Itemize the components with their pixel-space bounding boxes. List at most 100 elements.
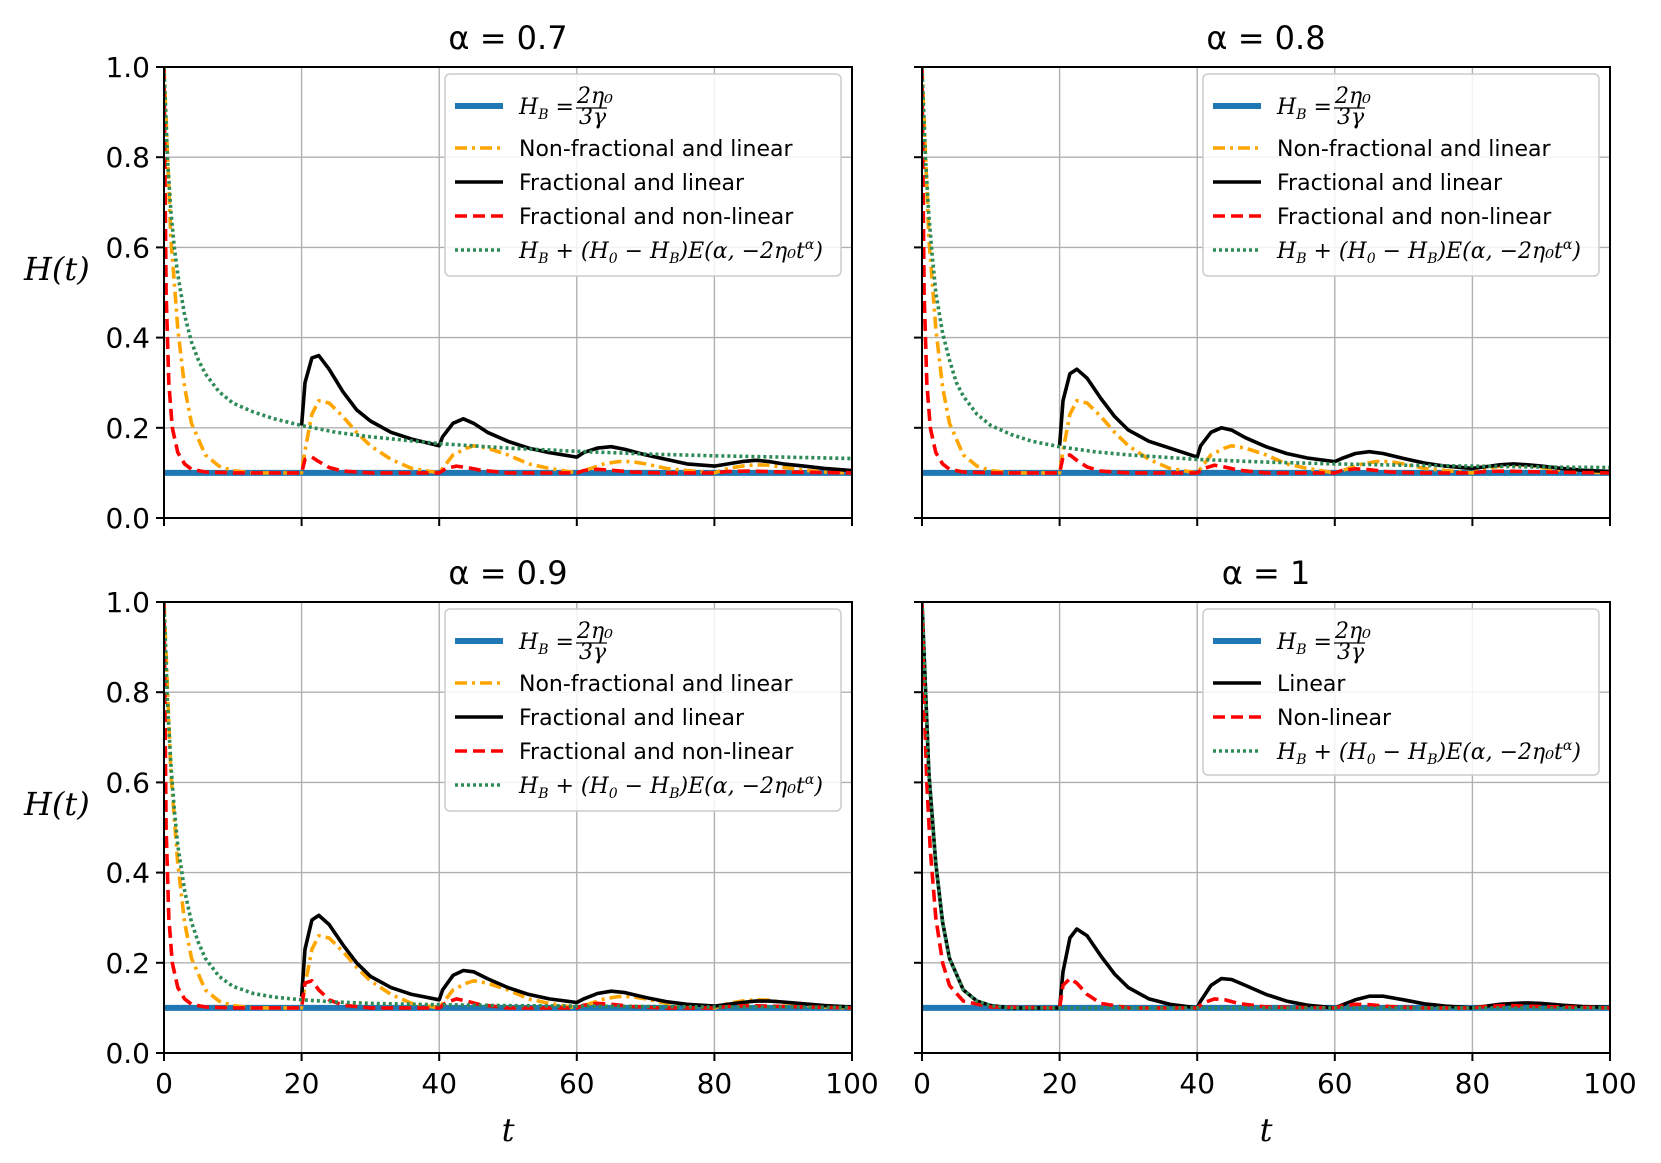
y-tick-label: 0.6: [105, 231, 150, 264]
series-line-fractional-and-linear: [1057, 367, 1610, 474]
legend-part: ): [1571, 740, 1581, 765]
series-line-fractional-and-linear: [299, 353, 852, 473]
legend-sub: B: [668, 251, 679, 267]
x-tick-label: 0: [155, 1067, 173, 1100]
legend-eq: =: [548, 95, 573, 120]
legend-box: [1202, 73, 1600, 277]
y-tick-label: 0.0: [105, 1037, 150, 1070]
series-line-fractional-and-linear: [299, 913, 852, 1009]
x-tick-label: 40: [421, 1067, 457, 1100]
series-line-h-b-h-0-h-b-e-2-t-: [922, 67, 1610, 470]
series-group: [922, 67, 1610, 476]
x-tick-label: 80: [1455, 1067, 1491, 1100]
series-line-fractional-and-non-linear: [164, 67, 852, 475]
legend-sup: α: [805, 237, 815, 253]
subplot-3: 0 20 40 60 80 100 0.0 0.2 0.4 0.6 0.8 1.0 α = 0.9 t H(…: [23, 554, 879, 1149]
legend-frac-num: 2η₀: [1334, 619, 1371, 644]
series-group: [164, 602, 852, 1011]
legend-sub: B: [537, 786, 548, 802]
legend-part: + (H: [548, 774, 609, 799]
y-tick-label: 0.2: [105, 947, 150, 980]
legend-part: + (H: [548, 239, 609, 264]
legend-sub: B: [1295, 752, 1306, 768]
y-tick-label: 1.0: [105, 51, 150, 84]
legend-label: Non-fractional and linear: [519, 137, 793, 162]
x-tick-label: 20: [1042, 1067, 1078, 1100]
subplot-title: α = 1: [1222, 554, 1311, 592]
legend-box: [444, 73, 842, 277]
legend-frac-num: 2η₀: [576, 84, 613, 109]
y-tick-label: 0.4: [105, 857, 150, 890]
legend-label: Non-linear: [1277, 706, 1392, 731]
axes-frame: [921, 601, 1611, 1054]
series-line-fractional-and-non-linear: [922, 67, 1610, 475]
legend-sup: α: [1563, 738, 1573, 754]
subplot-title: α = 0.9: [448, 554, 567, 592]
legend-part: )E(α, −2η₀t: [679, 774, 805, 799]
x-axis-label: t: [502, 1111, 515, 1149]
legend-label: Non-fractional and linear: [1277, 137, 1551, 162]
legend-part: − H: [1376, 239, 1428, 264]
legend-sub: 0: [1367, 251, 1376, 267]
subplot-1: 0.00.20.40.60.81.0α = 0.7H(t)HB = 2η₀3γN…: [23, 19, 853, 535]
legend-label: Fractional and linear: [519, 171, 745, 196]
legend-sub: B: [1426, 752, 1437, 768]
legend-sub: 0: [609, 786, 618, 802]
legend-part: ): [1571, 239, 1581, 264]
legend-sup: α: [1563, 237, 1573, 253]
legend-frac-den: 3γ: [1337, 105, 1365, 130]
legend-part: )E(α, −2η₀t: [1437, 740, 1563, 765]
y-tick-label: 0.6: [105, 766, 150, 799]
legend-frac-den: 3γ: [579, 640, 607, 665]
legend-subscript: B: [1295, 642, 1306, 658]
y-axis-label: H(t): [23, 785, 90, 823]
legend-part: − H: [618, 774, 670, 799]
x-tick-label: 40: [1179, 1067, 1215, 1100]
y-tick-label: 0.2: [105, 412, 150, 445]
legend-part: − H: [618, 239, 670, 264]
legend-frac-den: 3γ: [579, 105, 607, 130]
axes-frame: [163, 66, 853, 519]
legend-part: ): [813, 774, 823, 799]
subplot-title: α = 0.8: [1206, 19, 1325, 57]
legend-label: Fractional and linear: [1277, 171, 1503, 196]
x-tick-label: 20: [284, 1067, 320, 1100]
series-line-fractional-and-non-linear: [164, 602, 852, 1010]
x-tick-label: 60: [1317, 1067, 1353, 1100]
legend-label-mittag-leffler: HB + (H0 − HB)E(α, −2η₀tα): [518, 772, 823, 802]
series-group: [922, 602, 1610, 1011]
legend-label: Non-fractional and linear: [519, 672, 793, 697]
legend-part: )E(α, −2η₀t: [679, 239, 805, 264]
legend-part: )E(α, −2η₀t: [1437, 239, 1563, 264]
series-line-h-b-h-0-h-b-e-2-t-: [164, 67, 852, 461]
x-tick-label: 0: [913, 1067, 931, 1100]
legend-sub: B: [668, 786, 679, 802]
series-line-h-b-h-0-h-b-e-2-t-: [922, 602, 1610, 1010]
x-tick-label: 100: [1583, 1067, 1636, 1100]
legend-eq: =: [1306, 95, 1331, 120]
legend-part: − H: [1376, 740, 1428, 765]
legend-subscript: B: [1295, 107, 1306, 123]
x-tick-label: 80: [697, 1067, 733, 1100]
series-line-h-b-h-0-h-b-e-2-t-: [164, 602, 852, 1010]
legend-part: ): [813, 239, 823, 264]
y-tick-label: 1.0: [105, 586, 150, 619]
legend-label: Fractional and non-linear: [519, 740, 794, 765]
legend-box: [1202, 608, 1600, 776]
y-tick-label: 0.8: [105, 676, 150, 709]
x-tick-label: 60: [559, 1067, 595, 1100]
legend-frac-den: 3γ: [1337, 640, 1365, 665]
subplot-title: α = 0.7: [448, 19, 567, 57]
legend-sub: 0: [1367, 752, 1376, 768]
legend-frac-num: 2η₀: [576, 619, 613, 644]
x-axis-label: t: [1260, 1111, 1273, 1149]
axes-frame: [921, 66, 1611, 519]
legend-sub: B: [1426, 251, 1437, 267]
axes-frame: [163, 601, 853, 1054]
